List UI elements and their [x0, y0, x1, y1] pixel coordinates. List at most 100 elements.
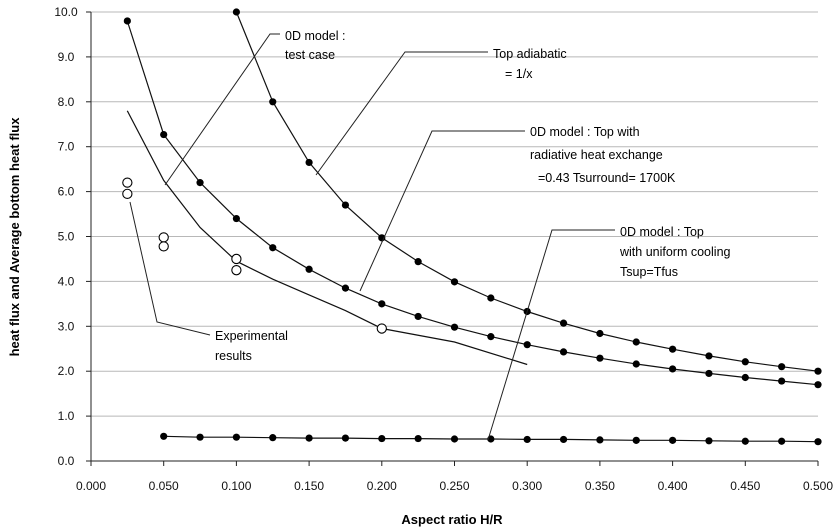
y-axis-title: heat flux and Average bottom heat flux: [7, 117, 22, 357]
data-point: [596, 354, 604, 362]
data-point: [778, 363, 786, 371]
data-point: [414, 434, 422, 443]
annotation-text: =0.43 Tsurround= 1700K: [538, 171, 676, 185]
leader-line: [487, 229, 615, 441]
x-tick-label: 0.250: [439, 479, 469, 493]
annotation-text: 0D model : Top with: [530, 125, 640, 139]
annotation-text: 0D model :: [285, 29, 345, 43]
data-point: [632, 338, 640, 346]
data-point: [487, 294, 495, 302]
annotation-experimental: Experimental results: [129, 201, 288, 363]
data-point: [814, 438, 822, 446]
series-3: [126, 110, 528, 366]
data-point: [232, 214, 240, 223]
svg-text:Experimental: Experimental: [215, 329, 288, 343]
data-point: [160, 130, 168, 139]
data-point: [378, 300, 386, 308]
data-point: [341, 434, 350, 442]
data-point-experimental: [376, 323, 387, 334]
data-point: [632, 360, 640, 368]
series-line: [126, 20, 819, 386]
leader-line: [129, 201, 211, 336]
svg-text:results: results: [215, 349, 252, 363]
svg-text:with uniform cooling: with uniform cooling: [619, 245, 731, 259]
y-tick-labels: 0.0 1.0 2.0 3.0 4.0 5.0 6.0 7.0 8.0 9.0 10.0: [54, 5, 78, 468]
data-point: [305, 265, 313, 273]
data-point: [450, 323, 459, 331]
annotation-text: results: [215, 349, 252, 363]
svg-text:=0.43 Tsurround= 1700K: =0.43 Tsurround= 1700K: [538, 171, 676, 185]
annotation-text: Tsup=Tfus: [620, 265, 678, 279]
data-point: [196, 179, 204, 187]
data-point: [596, 436, 604, 444]
annotation-text: = 1/x: [505, 67, 533, 81]
data-point: [741, 358, 749, 366]
annotation-text: Top adiabatic: [493, 47, 567, 61]
y-tick-label: 1.0: [58, 409, 75, 423]
annotation-text: test case: [285, 48, 335, 62]
data-point: [269, 244, 277, 252]
data-point-experimental: [231, 265, 242, 276]
y-tick-label: 2.0: [58, 364, 75, 378]
svg-text:= 1/x: = 1/x: [505, 67, 533, 81]
series-line: [126, 110, 528, 366]
data-point: [378, 434, 386, 443]
series-5: [122, 177, 387, 334]
svg-text:Tsup=Tfus: Tsup=Tfus: [620, 265, 678, 279]
axes: [86, 11, 819, 466]
y-tick-label: 8.0: [58, 95, 75, 109]
leader-line: [164, 33, 280, 186]
x-tick-labels: 0.000 0.050 0.100 0.150 0.200 0.250 0.300 0.350…: [76, 479, 833, 493]
data-point: [305, 434, 313, 442]
data-point: [705, 369, 713, 378]
annotations: 0D model : test case Top adiabatic = 1/x…: [129, 29, 731, 441]
data-point: [341, 284, 350, 292]
data-point: [487, 333, 495, 341]
data-point: [559, 435, 568, 444]
x-tick-label: 0.100: [221, 479, 251, 493]
data-point: [632, 436, 640, 444]
x-tick-label: 0.050: [149, 479, 179, 493]
svg-text:Top adiabatic: Top adiabatic: [493, 47, 567, 61]
data-point-experimental: [122, 177, 133, 188]
annotation-text: radiative heat exchange: [530, 148, 663, 162]
annotation-test-case: 0D model : test case: [164, 29, 345, 186]
data-point: [450, 278, 459, 286]
data-point: [778, 437, 786, 445]
data-point: [814, 381, 822, 389]
data-point: [414, 312, 422, 321]
x-tick-label: 0.450: [730, 479, 760, 493]
data-point: [814, 367, 822, 375]
data-point: [523, 341, 531, 349]
data-point: [559, 319, 568, 327]
y-tick-label: 4.0: [58, 274, 75, 288]
y-tick-label: 3.0: [58, 319, 75, 333]
svg-text:test case: test case: [285, 48, 335, 62]
data-point: [705, 437, 713, 445]
data-point: [123, 17, 131, 25]
data-point: [160, 432, 168, 440]
x-tick-label: 0.300: [512, 479, 542, 493]
data-point: [269, 434, 277, 442]
svg-text:0D model :: 0D model :: [285, 29, 345, 43]
data-point: [196, 433, 204, 441]
data-point: [341, 201, 350, 209]
svg-text:0D model : Top with: 0D model : Top with: [530, 125, 640, 139]
x-tick-label: 0.150: [294, 479, 324, 493]
y-tick-label: 7.0: [58, 140, 75, 154]
data-point: [596, 329, 604, 338]
x-tick-label: 0.500: [803, 479, 833, 493]
data-point: [523, 435, 531, 444]
y-tick-label: 6.0: [58, 185, 75, 199]
data-point-experimental: [158, 232, 169, 243]
x-tick-label: 0.350: [585, 479, 615, 493]
leader-line: [359, 130, 525, 292]
data-point: [705, 352, 713, 360]
svg-text:radiative heat exchange: radiative heat exchange: [530, 148, 663, 162]
data-point-experimental: [122, 188, 133, 199]
annotation-radiative: 0D model : Top with radiative heat excha…: [359, 125, 676, 292]
leader-line: [315, 51, 488, 176]
data-point: [669, 345, 677, 353]
